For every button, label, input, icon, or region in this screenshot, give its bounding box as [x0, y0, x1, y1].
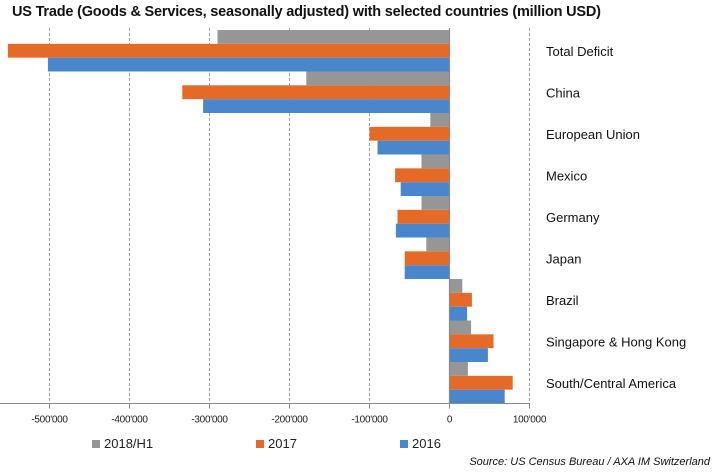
legend-label-2016: 2016: [412, 436, 441, 451]
category-label-japan: Japan: [546, 251, 581, 266]
gridlines: [49, 28, 530, 404]
bar-2017-mexico: [395, 168, 450, 183]
legend-item-2018h1: 2018/H1: [92, 436, 153, 451]
x-tick-label: -100'000: [351, 415, 388, 426]
legend-item-2017: 2017: [256, 436, 297, 451]
bar-2018-h1-south-central-america: [449, 362, 468, 376]
legend-label-2017: 2017: [268, 436, 297, 451]
category-label-singapore-hong-kong: Singapore & Hong Kong: [546, 334, 686, 349]
bar-2016-japan: [404, 265, 450, 279]
category-label-mexico: Mexico: [546, 168, 587, 183]
category-label-brazil: Brazil: [546, 293, 579, 308]
bar-2017-brazil: [449, 292, 472, 307]
category-label-china: China: [546, 85, 581, 100]
bar-2018-h1-mexico: [421, 154, 450, 169]
category-labels: Total Deficit China European Union Mexico Ge…: [546, 44, 686, 391]
legend-swatch-2018h1: [92, 439, 100, 448]
category-label-total-deficit: Total Deficit: [546, 44, 614, 59]
bar-2018-h1-china: [306, 71, 450, 86]
source-note: Source: US Census Bureau / AXA IM Switze…: [469, 456, 710, 468]
category-label-germany: Germany: [546, 210, 600, 225]
bar-2017-singapore-hong-kong: [449, 334, 494, 349]
bar-2016-singapore-hong-kong: [449, 348, 488, 362]
bar-2017-south-central-america: [449, 375, 513, 390]
bar-2016-china: [203, 99, 450, 113]
legend-swatch-2017: [256, 439, 264, 448]
bar-2016-total-deficit: [47, 57, 450, 72]
bar-2017-total-deficit: [7, 43, 450, 58]
legend-item-2016: 2016: [400, 436, 441, 451]
bar-2018-h1-singapore-hong-kong: [449, 320, 472, 335]
legend-label-2018h1: 2018/H1: [104, 436, 154, 451]
bar-2016-brazil: [449, 306, 468, 321]
legend: 2018/H1 2017 2016: [0, 436, 718, 456]
category-label-south-central-america: South/Central America: [546, 376, 677, 391]
bar-2018-h1-brazil: [449, 279, 463, 293]
bar-2016-mexico: [400, 182, 450, 196]
legend-swatch-2016: [400, 439, 408, 448]
x-tick-label: -300'000: [191, 415, 228, 426]
chart-title: US Trade (Goods & Services, seasonally a…: [12, 4, 601, 20]
bars: [7, 30, 513, 404]
bar-2017-european-union: [369, 126, 450, 141]
bar-2017-germany: [397, 209, 450, 224]
bar-2016-european-union: [377, 140, 450, 155]
x-tick-label: 100'000: [513, 415, 547, 426]
bar-2017-china: [182, 85, 450, 100]
x-axis: -500'000 -400'000 -300'000 -200'000 -100'000…: [0, 28, 547, 426]
x-tick-label: -400'000: [111, 415, 148, 426]
category-label-european-union: European Union: [546, 127, 640, 142]
bar-2018-h1-european-union: [430, 113, 450, 127]
x-tick-label: -200'000: [271, 415, 308, 426]
bar-chart: -500'000 -400'000 -300'000 -200'000 -100'000…: [0, 28, 686, 426]
bar-2018-h1-total-deficit: [217, 30, 450, 44]
x-tick-label: -500'000: [31, 415, 68, 426]
bar-2016-germany: [395, 223, 450, 238]
x-tick-label: 0: [447, 415, 453, 426]
bar-2016-south-central-america: [449, 389, 505, 404]
bar-2017-japan: [404, 251, 450, 266]
bar-2018-h1-germany: [421, 196, 450, 210]
bar-2018-h1-japan: [426, 237, 450, 252]
